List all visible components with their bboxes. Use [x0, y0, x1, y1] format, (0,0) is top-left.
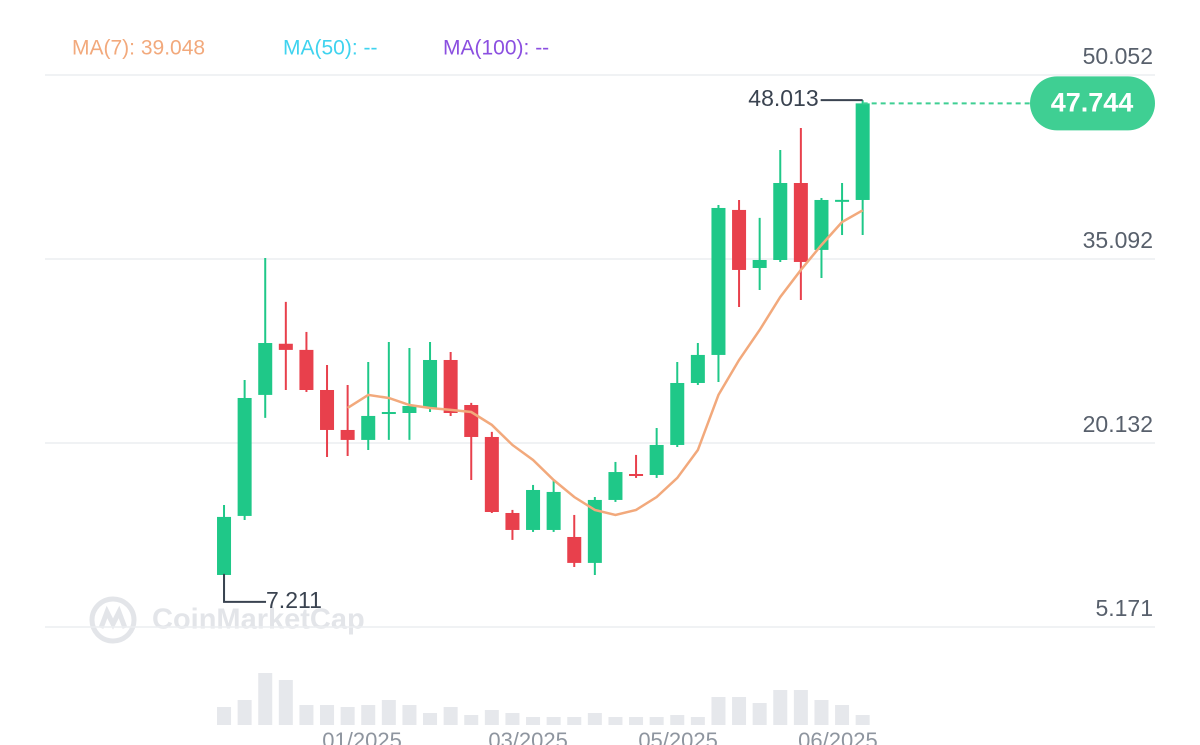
price-tag-label: 47.744 — [1051, 88, 1134, 118]
candle-body — [526, 489, 541, 530]
candle-body — [443, 359, 458, 413]
volume-bar — [505, 713, 520, 725]
volume-bar — [402, 705, 417, 725]
candle-body — [773, 183, 788, 260]
y-tick-label: 5.171 — [1095, 595, 1153, 621]
candle-body — [546, 491, 561, 530]
candle-body — [587, 499, 602, 563]
watermark-logo — [89, 596, 137, 644]
x-tick-label: 03/2025 — [488, 728, 568, 745]
candle-body — [793, 183, 808, 262]
volume-bar — [690, 717, 705, 725]
volume-bar — [443, 707, 458, 725]
candle-body — [629, 473, 644, 476]
volume-bar — [814, 700, 829, 725]
volume-bar — [340, 707, 355, 725]
volume-bar — [711, 697, 726, 725]
candle-body — [402, 405, 417, 413]
volume-bar — [526, 717, 541, 725]
ma-line — [346, 209, 864, 517]
candle-body — [752, 259, 767, 268]
candle-body — [340, 429, 355, 440]
candle-body — [484, 436, 499, 513]
volume-bar — [670, 715, 685, 725]
candle-body — [835, 199, 850, 202]
candle-body — [423, 359, 438, 408]
y-tick-label: 35.092 — [1083, 227, 1153, 253]
candle-body — [855, 103, 870, 200]
candle-body — [711, 207, 726, 355]
candle-body — [217, 516, 232, 575]
low-label: 7.211 — [266, 587, 322, 613]
low-marker-line — [223, 573, 267, 603]
volume-bar — [381, 700, 396, 725]
candle-body — [567, 536, 582, 563]
x-tick-label: 05/2025 — [638, 728, 718, 745]
volume-bar — [855, 715, 870, 725]
legend-entry: MA(7): 39.048 — [72, 37, 205, 60]
candle-body — [690, 354, 705, 383]
volume-bar — [299, 705, 314, 725]
volume-bar — [278, 680, 293, 725]
candle-body — [278, 343, 293, 350]
volume-bar — [258, 673, 273, 725]
volume-bar — [732, 697, 747, 725]
volume-bar — [629, 717, 644, 725]
y-tick-label: 50.052 — [1083, 43, 1153, 69]
candle-body — [670, 382, 685, 445]
volume-bar — [217, 707, 232, 725]
volume-bar — [237, 700, 252, 725]
volume-bar — [835, 705, 850, 725]
x-tick-label: 01/2025 — [322, 728, 402, 745]
volume-bar — [567, 717, 582, 725]
legend-entry: MA(100): -- — [443, 37, 549, 60]
candle-body — [814, 199, 829, 250]
y-tick-label: 20.132 — [1083, 411, 1153, 437]
watermark: CoinMarketCap — [152, 604, 365, 636]
candle-body — [464, 405, 479, 437]
candle-body — [649, 444, 664, 475]
candle-body — [732, 209, 747, 270]
volume-bar — [608, 717, 623, 725]
volume-bar — [773, 690, 788, 725]
volume-bar — [423, 713, 438, 725]
legend-entry: MA(50): -- — [283, 37, 378, 60]
high-label: 48.013 — [748, 85, 818, 111]
volume-bar — [546, 717, 561, 725]
volume-bar — [587, 713, 602, 725]
candle-body — [361, 415, 376, 440]
candle-body — [320, 389, 335, 430]
candle-body — [505, 512, 520, 530]
candle-body — [258, 343, 273, 395]
volume-bar — [793, 690, 808, 725]
volume-bar — [484, 710, 499, 725]
volume-bar — [752, 703, 767, 725]
volume-bar — [320, 705, 335, 725]
volume-bar — [361, 705, 376, 725]
candle-body — [299, 349, 314, 390]
candle-body — [381, 412, 396, 415]
price-tag — [1030, 76, 1155, 131]
volume-bar — [649, 717, 664, 725]
x-tick-label: 06/2025 — [798, 728, 878, 745]
volume-bar — [464, 715, 479, 725]
candle-body — [608, 472, 623, 500]
candle-body — [237, 397, 252, 516]
